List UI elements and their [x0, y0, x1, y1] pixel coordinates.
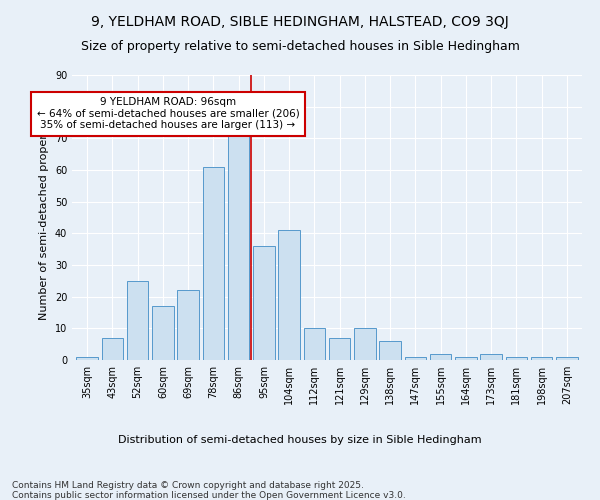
Bar [506, 357, 527, 360]
Bar [127, 281, 148, 360]
Bar [304, 328, 325, 360]
Bar [253, 246, 275, 360]
Bar [556, 357, 578, 360]
Bar [379, 341, 401, 360]
Bar [278, 230, 300, 360]
Bar [531, 357, 553, 360]
Bar [404, 357, 426, 360]
Text: 9, YELDHAM ROAD, SIBLE HEDINGHAM, HALSTEAD, CO9 3QJ: 9, YELDHAM ROAD, SIBLE HEDINGHAM, HALSTE… [91, 15, 509, 29]
Bar [76, 357, 98, 360]
Text: Size of property relative to semi-detached houses in Sible Hedingham: Size of property relative to semi-detach… [80, 40, 520, 53]
Bar [329, 338, 350, 360]
Bar [455, 357, 476, 360]
Text: 9 YELDHAM ROAD: 96sqm
← 64% of semi-detached houses are smaller (206)
35% of sem: 9 YELDHAM ROAD: 96sqm ← 64% of semi-deta… [37, 97, 299, 130]
Y-axis label: Number of semi-detached properties: Number of semi-detached properties [39, 114, 49, 320]
Text: Distribution of semi-detached houses by size in Sible Hedingham: Distribution of semi-detached houses by … [118, 435, 482, 445]
Bar [203, 167, 224, 360]
Text: Contains HM Land Registry data © Crown copyright and database right 2025.
Contai: Contains HM Land Registry data © Crown c… [12, 480, 406, 500]
Bar [101, 338, 123, 360]
Bar [228, 129, 250, 360]
Bar [430, 354, 451, 360]
Bar [354, 328, 376, 360]
Bar [152, 306, 173, 360]
Bar [178, 290, 199, 360]
Bar [481, 354, 502, 360]
